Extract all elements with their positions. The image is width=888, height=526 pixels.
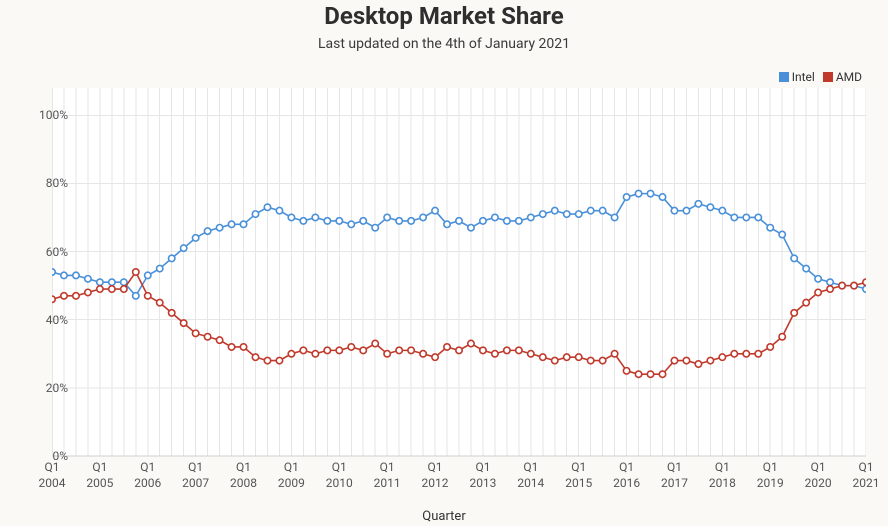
y-tick-label: 100% [28, 108, 68, 122]
x-tick-year: 2010 [326, 476, 353, 490]
x-tick-year: 2008 [230, 476, 257, 490]
x-tick-quarter: Q1 [236, 460, 251, 474]
x-tick-year: 2016 [613, 476, 640, 490]
x-tick-quarter: Q1 [667, 460, 682, 474]
x-tick-year: 2007 [182, 476, 209, 490]
x-tick-quarter: Q1 [859, 460, 874, 474]
x-tick-quarter: Q1 [475, 460, 490, 474]
x-tick-quarter: Q1 [284, 460, 299, 474]
x-tick-quarter: Q1 [45, 460, 60, 474]
x-tick-year: 2018 [709, 476, 736, 490]
x-tick-year: 2021 [853, 476, 880, 490]
x-tick-year: 2012 [422, 476, 449, 490]
x-tick-quarter: Q1 [140, 460, 155, 474]
x-axis-label: Quarter [422, 509, 465, 524]
y-tick-label: 40% [28, 313, 68, 327]
x-tick-year: 2005 [86, 476, 113, 490]
y-tick-label: 20% [28, 381, 68, 395]
plot-area [52, 78, 866, 458]
x-tick-year: 2015 [565, 476, 592, 490]
y-tick-label: 80% [28, 176, 68, 190]
x-tick-quarter: Q1 [571, 460, 586, 474]
x-tick-year: 2004 [39, 476, 66, 490]
x-tick-year: 2011 [374, 476, 401, 490]
x-tick-quarter: Q1 [715, 460, 730, 474]
x-tick-year: 2019 [757, 476, 784, 490]
x-tick-year: 2013 [469, 476, 496, 490]
x-tick-year: 2020 [805, 476, 832, 490]
x-tick-quarter: Q1 [811, 460, 826, 474]
x-tick-quarter: Q1 [619, 460, 634, 474]
x-tick-quarter: Q1 [92, 460, 107, 474]
plot-svg [52, 78, 866, 458]
x-tick-quarter: Q1 [523, 460, 538, 474]
x-tick-quarter: Q1 [332, 460, 347, 474]
x-tick-year: 2014 [517, 476, 544, 490]
x-tick-year: 2009 [278, 476, 305, 490]
x-tick-quarter: Q1 [188, 460, 203, 474]
chart-title: Desktop Market Share [0, 0, 888, 30]
x-tick-year: 2006 [134, 476, 161, 490]
chart-container: Desktop Market Share Last updated on the… [0, 0, 888, 526]
x-tick-quarter: Q1 [428, 460, 443, 474]
x-tick-quarter: Q1 [380, 460, 395, 474]
chart-subtitle: Last updated on the 4th of January 2021 [0, 36, 888, 52]
x-tick-quarter: Q1 [763, 460, 778, 474]
x-tick-year: 2017 [661, 476, 688, 490]
y-tick-label: 60% [28, 245, 68, 259]
